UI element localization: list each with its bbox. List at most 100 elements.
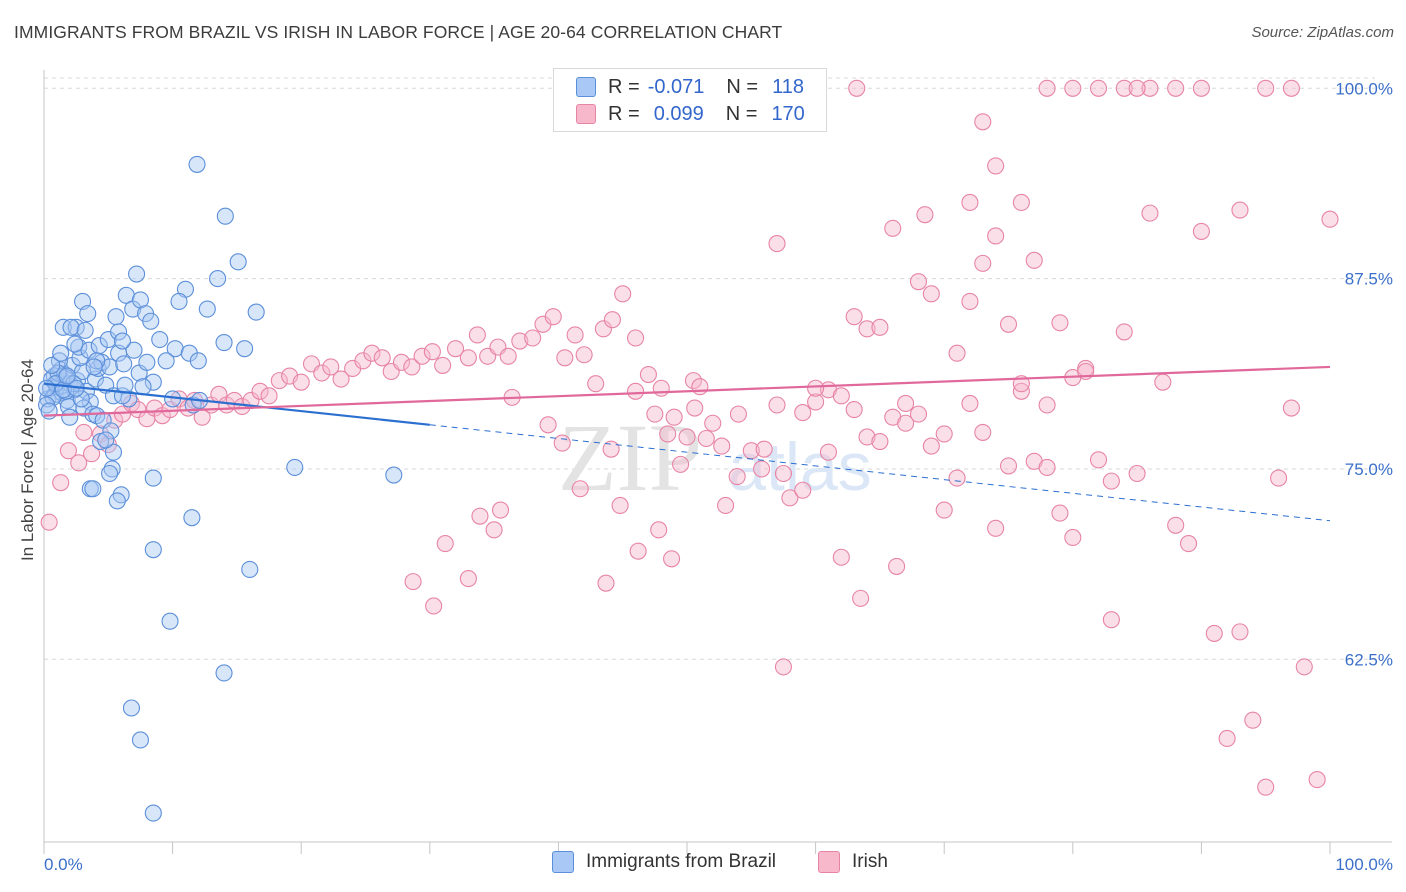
data-point (392, 353, 411, 371)
data-point (1025, 251, 1043, 269)
data-point (128, 265, 146, 283)
data-point (629, 542, 647, 560)
data-point (103, 460, 121, 478)
data-point (286, 458, 304, 476)
data-point (713, 437, 731, 455)
data-point (102, 422, 120, 440)
data-point (897, 394, 915, 413)
data-point (59, 442, 77, 460)
data-point (373, 349, 391, 367)
data-point (961, 193, 979, 212)
data-point (43, 356, 61, 374)
data-point (142, 312, 160, 330)
data-point (832, 387, 850, 405)
data-point (665, 408, 683, 426)
data-point (1141, 79, 1159, 97)
chart-title: IMMIGRANTS FROM BRAZIL VS IRISH IN LABOR… (14, 22, 783, 42)
data-point (807, 393, 825, 411)
data-point (794, 404, 812, 422)
data-point (768, 235, 786, 253)
data-point (215, 334, 233, 352)
y-tick-label: 75.0% (1345, 460, 1393, 479)
data-point (781, 489, 799, 507)
data-point (650, 521, 668, 539)
data-point (151, 330, 169, 349)
data-point (499, 347, 517, 365)
bottom-legend-brazil: Immigrants from Brazil (552, 851, 776, 873)
data-point (1244, 711, 1262, 729)
data-point (260, 387, 278, 405)
data-point (251, 382, 269, 400)
data-point (70, 454, 88, 472)
data-point (717, 496, 735, 515)
data-point (774, 464, 793, 483)
data-point (229, 253, 247, 271)
data-point (144, 541, 162, 559)
data-point (566, 326, 584, 344)
data-point (684, 372, 702, 390)
brazil-legend-swatch (552, 851, 574, 873)
data-point (134, 378, 152, 396)
data-point (678, 428, 696, 446)
data-point (659, 425, 677, 443)
brazil-points (38, 155, 403, 822)
data-point (425, 597, 443, 615)
data-point (858, 428, 876, 446)
data-point (1308, 771, 1326, 789)
data-point (871, 432, 889, 451)
data-point (1257, 79, 1275, 97)
data-point (61, 408, 79, 426)
data-point (728, 468, 746, 486)
bottom-legend-irish: Irish (818, 851, 888, 873)
data-point (1102, 472, 1120, 490)
data-point (170, 292, 188, 310)
correlation-legend: R = -0.071 N = 118 R = 0.099 N = 170 (553, 68, 827, 132)
irish-legend-swatch (818, 851, 840, 873)
data-point (704, 414, 722, 432)
y-tick-label: 100.0% (1335, 79, 1393, 98)
data-point (974, 254, 992, 272)
data-point (556, 349, 574, 367)
data-point (131, 731, 149, 749)
data-point (471, 507, 489, 525)
brazil-legend-label: Immigrants from Brazil (586, 851, 777, 872)
data-point (38, 379, 56, 397)
data-point (1205, 624, 1223, 642)
irish-trend-line (43, 365, 1331, 417)
data-point (1128, 79, 1146, 97)
data-point (138, 353, 156, 371)
data-point (922, 437, 940, 455)
data-point (183, 509, 201, 527)
data-point (459, 349, 477, 367)
data-point (614, 285, 632, 303)
brazil-swatch (576, 77, 596, 97)
data-point (1270, 469, 1288, 487)
data-point (819, 443, 838, 461)
data-point (1115, 79, 1133, 97)
watermark: ZIP atlas (558, 404, 872, 511)
data-point (575, 346, 593, 364)
data-point (1192, 222, 1210, 240)
data-point (845, 308, 863, 326)
trend-lines (43, 365, 1331, 522)
data-point (385, 466, 403, 484)
data-point (485, 521, 503, 539)
data-point (909, 405, 928, 423)
data-point (108, 492, 126, 510)
data-point (85, 358, 103, 376)
data-point (1038, 458, 1056, 476)
data-point (1064, 79, 1082, 97)
data-point (594, 320, 612, 338)
data-point (79, 305, 97, 323)
data-point (1154, 373, 1172, 391)
n-label: N = (726, 75, 759, 98)
data-point (1231, 623, 1249, 641)
data-point (603, 311, 621, 329)
data-point (122, 699, 140, 717)
n-label: N = (725, 102, 758, 125)
x-tick-label: 100.0% (1335, 855, 1393, 874)
data-point (52, 474, 70, 492)
brazil-trend-line (43, 382, 430, 426)
data-point (832, 548, 850, 566)
